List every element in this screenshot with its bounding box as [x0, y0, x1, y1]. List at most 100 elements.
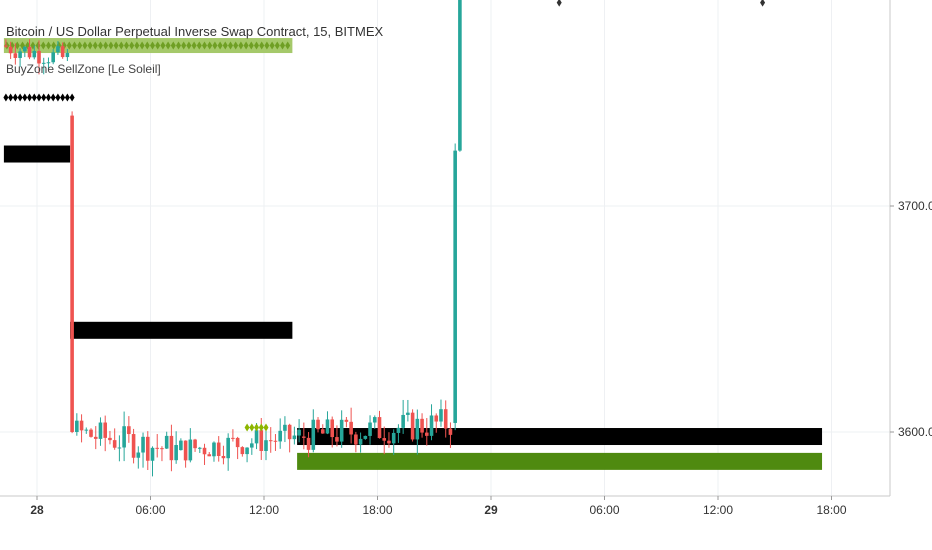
zone-diamond — [201, 41, 207, 50]
candle-up — [391, 432, 396, 444]
zone-diamond — [82, 41, 88, 50]
candle-down — [349, 421, 353, 435]
candle-down — [112, 440, 117, 448]
candle-down — [221, 455, 226, 459]
candle-up — [197, 447, 202, 449]
candle-down — [216, 442, 221, 456]
candle-down — [420, 418, 424, 433]
candle-up — [226, 437, 230, 459]
candle-down — [382, 438, 387, 441]
candle-up — [46, 62, 51, 64]
candle-up — [56, 46, 60, 53]
signal-diamond — [31, 93, 37, 102]
zone-diamond — [222, 41, 228, 50]
zone-diamond — [45, 41, 51, 50]
candle-up — [179, 440, 183, 451]
zone-diamond — [71, 41, 77, 50]
candle-down — [207, 454, 212, 457]
candle-down — [127, 426, 131, 435]
signal-diamond — [27, 93, 33, 102]
zone-diamond — [40, 41, 46, 50]
candle-down — [306, 437, 311, 450]
signal-diamond — [60, 93, 66, 102]
candle-up — [278, 430, 282, 442]
candle-up — [311, 419, 316, 450]
axis-layer: 3800.03700.03600.03889.53867.003:442806:… — [0, 0, 932, 517]
zone-diamond — [181, 41, 187, 50]
zone-diamond — [279, 41, 285, 50]
zone-diamond — [149, 41, 155, 50]
candle-layer — [4, 0, 462, 477]
zone-diamond — [77, 41, 83, 50]
zone-diamond — [123, 41, 129, 50]
zone-diamond — [186, 41, 192, 50]
price-tick-label: 3600.0 — [898, 425, 932, 439]
time-tick-label: 12:00 — [703, 503, 733, 517]
candle-down — [13, 53, 18, 58]
candle-up — [458, 0, 462, 151]
zone-diamond — [285, 41, 291, 50]
candle-up — [32, 50, 37, 58]
candle-down — [443, 409, 448, 429]
time-tick-label: 29 — [484, 503, 498, 517]
candle-up — [401, 414, 405, 428]
zone-diamond — [196, 41, 202, 50]
candle-down — [287, 424, 292, 440]
candle-up — [122, 426, 126, 448]
candle-up — [339, 419, 344, 442]
candle-down — [70, 115, 74, 432]
signal-diamond — [64, 93, 70, 102]
candle-down — [387, 440, 391, 444]
buy-zone-bar — [297, 452, 823, 470]
candle-down — [273, 440, 278, 442]
zone-diamond — [97, 41, 103, 50]
zone-diamond — [233, 41, 239, 50]
candle-down — [8, 46, 13, 54]
candle-up — [75, 420, 79, 432]
time-tick-label: 06:00 — [589, 503, 619, 517]
candle-up — [325, 419, 330, 434]
zone-diamond — [92, 41, 98, 50]
signal-diamond — [760, 0, 766, 7]
candle-down — [89, 429, 93, 437]
candle-down — [330, 419, 335, 438]
zone-diamond — [51, 41, 57, 50]
candle-down — [410, 412, 415, 440]
candle-up — [453, 150, 457, 423]
candle-down — [259, 430, 264, 451]
candle-down — [27, 46, 32, 58]
candle-up — [415, 418, 420, 440]
signal-diamond — [12, 93, 18, 102]
candle-up — [141, 436, 145, 453]
signal-diamond — [244, 423, 250, 432]
candle-down — [160, 448, 164, 450]
candle-down — [344, 419, 349, 422]
zone-diamond — [113, 41, 119, 50]
zone-diamond — [129, 41, 135, 50]
candle-up — [136, 452, 141, 458]
candle-up — [429, 415, 434, 436]
candle-up — [363, 435, 368, 439]
candle-up — [164, 435, 169, 449]
signal-diamond — [556, 0, 562, 7]
time-tick-label: 06:00 — [135, 503, 165, 517]
zone-diamond — [155, 41, 161, 50]
candle-up — [297, 429, 301, 436]
candle-down — [320, 429, 325, 434]
candle-up — [174, 445, 178, 461]
candle-down — [448, 428, 453, 435]
zone-diamond — [160, 41, 166, 50]
indicator-name[interactable]: BuyZone SellZone [Le Soleil] — [6, 62, 161, 76]
candle-up — [245, 447, 249, 455]
candle-up — [372, 417, 377, 423]
candle-up — [264, 440, 268, 451]
candle-up — [396, 427, 401, 433]
sell-zone-bar — [3, 145, 71, 163]
zone-diamond — [207, 41, 213, 50]
zone-diamond — [139, 41, 145, 50]
sell-zone-bar — [297, 428, 823, 446]
candle-up — [250, 443, 254, 448]
candle-down — [4, 45, 8, 47]
candle-up — [98, 422, 103, 439]
